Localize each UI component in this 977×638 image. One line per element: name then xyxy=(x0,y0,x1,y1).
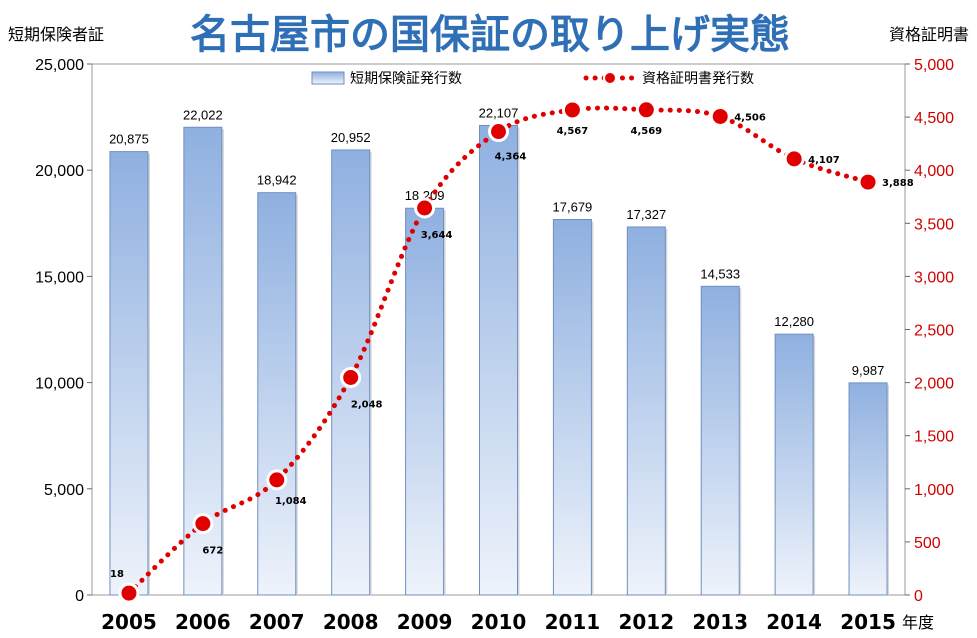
right-axis-tick-label: 4,500 xyxy=(914,110,954,127)
x-axis-tick-label: 2010 xyxy=(471,610,527,634)
line-point xyxy=(192,513,214,535)
legend: 短期保険証発行数 資格証明書発行数 xyxy=(311,71,754,87)
x-axis-title: 年度 xyxy=(902,613,934,632)
right-axis-title: 資格証明書 xyxy=(889,25,969,44)
line-data-label: 18 xyxy=(110,569,124,580)
left-axis-tick-label: 10,000 xyxy=(35,376,84,393)
x-axis-tick-label: 2012 xyxy=(618,610,674,634)
legend-bar-swatch xyxy=(311,71,345,85)
line-point xyxy=(340,367,362,389)
line-point xyxy=(635,99,657,121)
line-point xyxy=(488,121,509,143)
legend-line-marker xyxy=(603,71,617,85)
x-axis-tick-label: 2006 xyxy=(175,610,231,634)
right-axis-tick-label: 2,500 xyxy=(914,323,954,340)
line-data-label: 1,084 xyxy=(275,496,307,507)
right-axis-tick-label: 1,000 xyxy=(914,482,954,499)
right-axis-tick-label: 2,000 xyxy=(914,376,954,393)
line-data-label: 672 xyxy=(202,546,223,557)
right-axis-tick-label: 500 xyxy=(914,535,941,552)
bar-data-label: 22,107 xyxy=(479,105,519,120)
bar xyxy=(257,192,297,596)
line-point xyxy=(561,99,583,121)
line-point xyxy=(857,171,879,193)
left-axis-tick-label: 0 xyxy=(75,588,84,605)
left-axis-tick-label: 20,000 xyxy=(35,163,84,180)
chart-title: 名古屋市の国保証の取り上げ実態 xyxy=(190,12,790,58)
left-axis-tick-label: 25,000 xyxy=(35,57,84,74)
line-data-label: 3,888 xyxy=(882,178,914,189)
line-data-label: 4,364 xyxy=(495,152,527,163)
bar xyxy=(848,382,888,596)
x-axis-tick-label: 2007 xyxy=(249,610,305,634)
bar-data-label: 9,987 xyxy=(852,363,885,378)
x-axis-tick-label: 2015 xyxy=(840,610,896,634)
x-axis-tick-label: 2013 xyxy=(692,610,748,634)
x-axis-tick-label: 2014 xyxy=(766,610,822,634)
bar xyxy=(626,226,666,596)
right-axis-tick-label: 5,000 xyxy=(914,57,954,74)
bar xyxy=(774,333,814,596)
line-point xyxy=(414,197,436,219)
bar-data-label: 22,022 xyxy=(183,107,223,122)
line-series-path xyxy=(126,105,871,596)
bar-data-label: 20,875 xyxy=(109,132,149,147)
right-axis-tick-label: 3,500 xyxy=(914,216,954,233)
bar xyxy=(479,124,518,596)
line-data-label: 4,107 xyxy=(808,155,840,166)
line-point xyxy=(709,105,731,127)
left-axis-tick-label: 15,000 xyxy=(35,269,84,286)
bar xyxy=(552,218,592,596)
bar xyxy=(405,207,445,596)
bar-data-label: 12,280 xyxy=(774,314,814,329)
legend-line-label: 資格証明書発行数 xyxy=(642,71,754,87)
line-point xyxy=(266,469,288,491)
bar-data-label: 20,952 xyxy=(331,130,371,145)
x-axis-tick-label: 2009 xyxy=(397,610,453,634)
line-data-label: 3,644 xyxy=(421,230,453,241)
x-axis-tick-label: 2008 xyxy=(323,610,379,634)
line-data-label: 4,506 xyxy=(734,112,766,123)
right-axis-tick-label: 1,500 xyxy=(914,429,954,446)
bar-data-label: 14,533 xyxy=(700,266,740,281)
line-data-label: 2,048 xyxy=(351,400,383,411)
x-axis-tick-label: 2011 xyxy=(545,610,601,634)
left-axis-title: 短期保険者証 xyxy=(8,25,104,44)
legend-bar-label: 短期保険証発行数 xyxy=(350,71,462,87)
left-axis-tick-label: 5,000 xyxy=(44,482,84,499)
plot-area: 0 5,000 10,000 15,000 20,000 25,000 0 500 1,000 1… xyxy=(35,57,954,634)
line-point xyxy=(118,582,140,604)
right-axis-tick-label: 4,000 xyxy=(914,163,954,180)
line-point xyxy=(783,148,805,170)
line-data-label: 4,567 xyxy=(557,126,589,137)
bar-data-label: 18,942 xyxy=(257,173,297,188)
right-axis-tick-label: 0 xyxy=(914,588,923,605)
bar-data-label: 17,327 xyxy=(626,207,666,222)
bar xyxy=(109,151,149,596)
bar-data-label: 17,679 xyxy=(553,199,593,214)
line-data-label: 4,569 xyxy=(630,126,662,137)
x-axis-tick-label: 2005 xyxy=(101,610,157,634)
bar xyxy=(700,285,740,596)
right-axis-tick-label: 3,000 xyxy=(914,269,954,286)
